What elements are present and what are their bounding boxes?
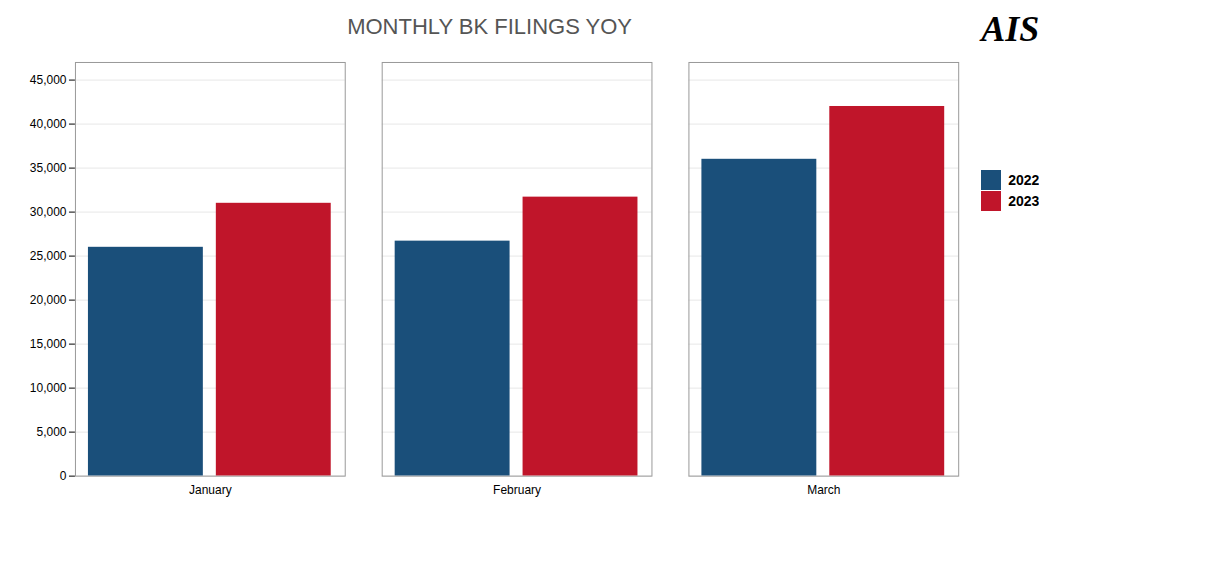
svg-text:15,000: 15,000 [30,337,67,351]
svg-text:10,000: 10,000 [30,381,67,395]
svg-text:5,000: 5,000 [37,425,67,439]
html-text:AIS: AIS [981,9,1040,49]
svg-text:40,000: 40,000 [30,117,67,131]
svg-text:February: February [493,483,541,497]
html-text:2022: 2022 [1008,172,1040,188]
svg-text:30,000: 30,000 [30,205,67,219]
svg-text:0: 0 [60,469,67,483]
svg-text:25,000: 25,000 [30,249,67,263]
svg-text:March: March [807,483,840,497]
html-text:2023: 2023 [1008,193,1040,209]
html-text:MONTHLY BK FILINGS YOY: MONTHLY BK FILINGS YOY [347,14,632,39]
svg-text:35,000: 35,000 [30,161,67,175]
svg-text:20,000: 20,000 [30,293,67,307]
svg-text:January: January [189,483,232,497]
svg-text:45,000: 45,000 [30,73,67,87]
